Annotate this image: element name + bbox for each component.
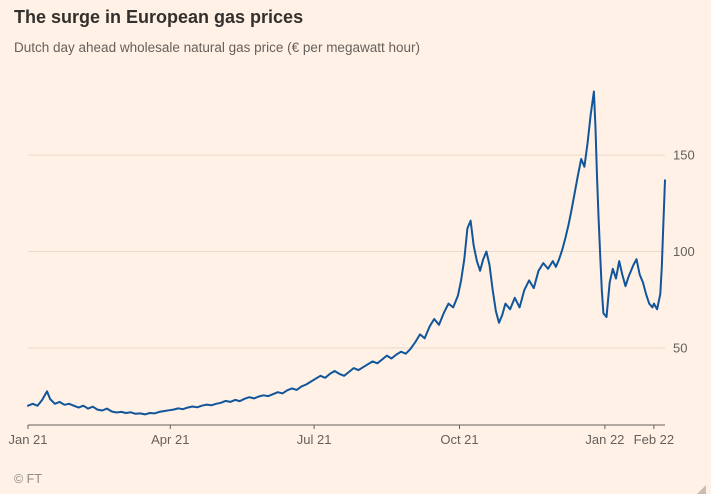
y-axis-tick-label: 50	[673, 340, 687, 355]
price-line-series	[27, 90, 666, 416]
x-axis-tick-label: Feb 22	[634, 432, 674, 447]
chart-footer: © FT	[14, 470, 711, 486]
x-axis-tick-label: Jul 21	[297, 432, 332, 447]
price-line-chart: 50 100 150 Jan 21 Apr 21 Jul 21 Oct 21 Jan 22 Fe…	[0, 56, 711, 460]
x-axis-tick-label: Jan 22	[585, 432, 624, 447]
chart-header: The surge in European gas prices Dutch d…	[14, 7, 697, 56]
y-axis-tick-label: 150	[673, 148, 695, 163]
x-axis-tick-label: Oct 21	[440, 432, 478, 447]
x-axis-tick-label: Apr 21	[151, 432, 189, 447]
y-axis-tick-label: 100	[673, 244, 695, 259]
x-axis-tick-label: Jan 21	[8, 432, 47, 447]
resize-handle-icon[interactable]	[697, 485, 706, 494]
source-attribution: © FT	[14, 472, 42, 486]
chart-subtitle: Dutch day ahead wholesale natural gas pr…	[14, 39, 420, 55]
chart-title: The surge in European gas prices	[14, 7, 304, 27]
price-line-chart-svg: 50 100 150 Jan 21 Apr 21 Jul 21 Oct 21 Jan 22 Fe…	[8, 90, 695, 447]
